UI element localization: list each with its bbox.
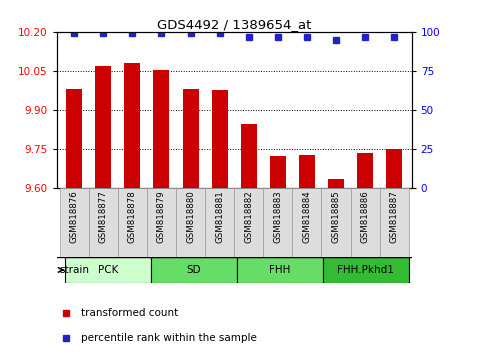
Text: GSM818883: GSM818883 [273,190,282,243]
Bar [241,124,257,188]
Bar [124,63,141,188]
Bar [357,153,373,188]
Bar [89,188,118,257]
Text: GSM818885: GSM818885 [331,190,341,243]
Bar [65,257,151,283]
Bar [211,90,228,188]
Text: FHH.Pkhd1: FHH.Pkhd1 [337,265,394,275]
Text: GSM818887: GSM818887 [389,190,399,243]
Bar [151,257,237,283]
Bar [153,69,170,188]
Text: GSM818884: GSM818884 [302,190,312,243]
Bar [299,155,315,188]
Text: SD: SD [187,265,202,275]
Bar [147,188,176,257]
Text: FHH: FHH [269,265,291,275]
Text: GSM818876: GSM818876 [70,190,79,243]
Text: GSM818880: GSM818880 [186,190,195,243]
Text: PCK: PCK [98,265,118,275]
Text: GSM818886: GSM818886 [360,190,370,243]
Title: GDS4492 / 1389654_at: GDS4492 / 1389654_at [157,18,312,31]
Bar [234,188,263,257]
Bar [328,178,344,188]
Bar [60,188,89,257]
Bar [205,188,234,257]
Text: percentile rank within the sample: percentile rank within the sample [80,333,256,343]
Text: GSM818879: GSM818879 [157,190,166,243]
Text: transformed count: transformed count [80,308,178,318]
Bar [95,65,111,188]
Bar [270,156,286,188]
Text: GSM818877: GSM818877 [99,190,108,243]
Bar [118,188,147,257]
Bar [237,257,323,283]
Bar [66,89,82,188]
Bar [351,188,380,257]
Bar [176,188,205,257]
Text: GSM818881: GSM818881 [215,190,224,243]
Bar [380,188,409,257]
Bar [323,257,409,283]
Text: GSM818882: GSM818882 [244,190,253,243]
Bar [292,188,321,257]
Text: strain: strain [59,265,89,275]
Text: GSM818878: GSM818878 [128,190,137,243]
Bar [182,89,199,188]
Bar [321,188,351,257]
Bar [386,149,402,188]
Bar [263,188,292,257]
